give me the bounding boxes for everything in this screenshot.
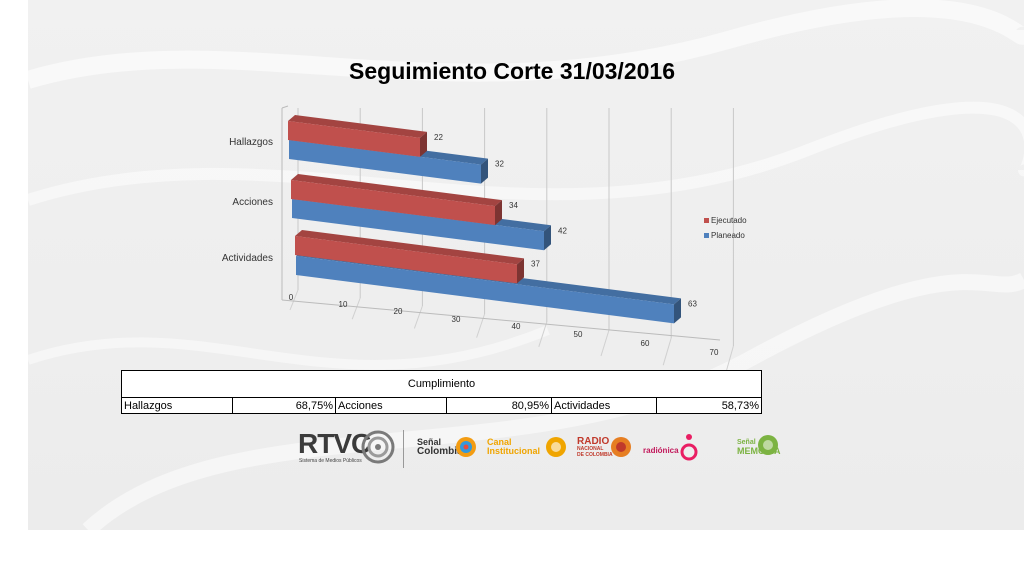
bar-ejecutado-top [288, 115, 427, 138]
legend-swatch [704, 233, 709, 238]
tick-label: 60 [641, 339, 650, 348]
table-row: Hallazgos 68,75% Acciones 80,95% Activid… [121, 397, 762, 414]
bar-planeado-front [289, 140, 481, 184]
radio-nacional-icon [611, 437, 631, 457]
tick-label: 30 [452, 315, 461, 324]
radio-nacional-logo: RADIO NACIONAL DE COLOMBIA [577, 436, 613, 459]
gridline [351, 297, 361, 320]
gridline [538, 321, 548, 347]
bar-ejecutado-front [295, 236, 517, 284]
gridline [724, 345, 734, 375]
canal-institucional-logo: Canal Institucional [487, 437, 541, 456]
bar-ejecutado [288, 115, 427, 157]
axis-tick [281, 105, 289, 109]
gridline [600, 329, 610, 357]
senal-colombia-logo: Señal Colombia [417, 437, 463, 457]
chart-title: Seguimiento Corte 31/03/2016 [349, 58, 675, 84]
legend-label: Planeado [711, 231, 745, 240]
legend-swatch [704, 218, 709, 223]
cumplimiento-table: Cumplimiento Hallazgos 68,75% Acciones 8… [121, 370, 762, 414]
table-cell: 68,75% [232, 397, 336, 414]
senal-colombia-icon [456, 437, 476, 457]
category-axis-line [281, 299, 721, 341]
legend-label: Ejecutado [711, 216, 747, 225]
radionica-icon [680, 434, 698, 461]
data-label: 32 [495, 160, 504, 169]
gridline [289, 289, 299, 311]
senal-memoria-icon [758, 435, 778, 455]
table-cell: 80,95% [446, 397, 552, 414]
tick-label: 50 [574, 330, 583, 339]
bar-ejecutado [295, 230, 524, 284]
data-label: 42 [558, 226, 567, 235]
tick-label: 0 [289, 293, 294, 302]
tick-label: 10 [339, 300, 348, 309]
bar-ejecutado-end [517, 258, 524, 284]
bar-planeado-end [481, 158, 488, 184]
bar-planeado-front [296, 256, 674, 324]
category-label: Actividades [222, 253, 273, 264]
gridline [662, 337, 672, 366]
bar-ejecutado [291, 174, 502, 226]
data-label: 22 [434, 133, 443, 142]
bar-planeado-front [292, 199, 544, 251]
gridline [413, 305, 423, 329]
data-label: 34 [509, 201, 518, 210]
table-cell: 58,73% [656, 397, 762, 414]
bar-ejecutado-front [288, 121, 420, 157]
radionica-logo: radiónica [643, 446, 679, 455]
logos-strip: RTVC Sistema de Medios Públicos Señal Co… [295, 428, 785, 470]
category-label: Hallazgos [229, 137, 273, 148]
tick-label: 40 [512, 322, 521, 331]
senal-memoria-logo: Señal MEMORIA [737, 439, 781, 456]
bar-planeado-end [674, 298, 681, 324]
category-label: Acciones [232, 197, 273, 208]
bar-ejecutado-top [291, 174, 502, 207]
bar-ejecutado-end [495, 200, 502, 226]
data-label: 63 [688, 299, 697, 308]
canal-institucional-icon [546, 437, 566, 457]
bar-ejecutado-top [295, 230, 524, 265]
bar-ejecutado-front [291, 180, 495, 226]
tick-label: 70 [710, 348, 719, 357]
bar-ejecutado-end [420, 131, 427, 157]
rtvc-swirl-icon [361, 430, 395, 464]
table-cell: Actividades [551, 397, 657, 414]
tick-label: 20 [394, 307, 403, 316]
table-header: Cumplimiento [121, 370, 762, 398]
table-cell: Acciones [335, 397, 447, 414]
data-label: 37 [531, 259, 540, 268]
bar-planeado-end [544, 225, 551, 251]
logo-divider [403, 430, 404, 468]
table-cell: Hallazgos [121, 397, 233, 414]
